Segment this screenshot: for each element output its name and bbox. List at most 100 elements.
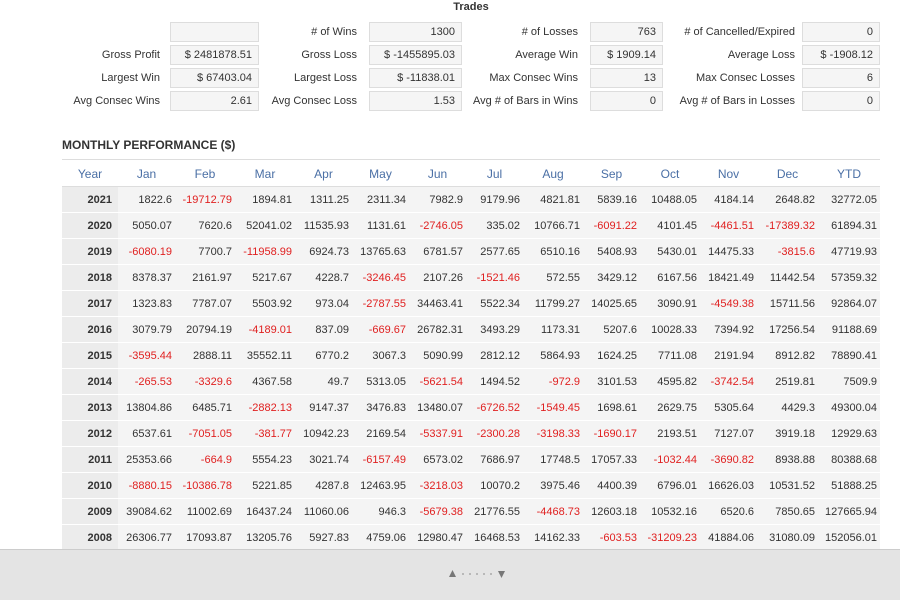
- value-cell: 152056.01: [818, 525, 880, 551]
- value-cell: 2629.75: [640, 395, 700, 421]
- column-header: Year: [62, 161, 118, 187]
- value-cell: 52041.02: [235, 213, 295, 239]
- value-cell: 34463.41: [409, 291, 466, 317]
- value-cell: 1131.61: [352, 213, 409, 239]
- value-cell: 17748.5: [523, 447, 583, 473]
- value-cell: 7711.08: [640, 343, 700, 369]
- stat-label: Max Consec Losses: [695, 72, 795, 84]
- value-cell: -1690.17: [583, 421, 640, 447]
- value-cell: 13205.76: [235, 525, 295, 551]
- value-cell: 10488.05: [640, 187, 700, 213]
- value-cell: 26306.77: [118, 525, 175, 551]
- trades-title: Trades: [453, 1, 489, 13]
- value-cell: 80388.68: [818, 447, 880, 473]
- table-row: 2013 13804.86 6485.71 -2882.13 9147.37 3476.8…: [62, 395, 880, 421]
- value-cell: 7700.7: [175, 239, 235, 265]
- value-cell: 2311.34: [352, 187, 409, 213]
- value-cell: 49.7: [295, 369, 352, 395]
- value-cell: -3198.33: [523, 421, 583, 447]
- header-row: Year Jan Feb Mar Apr May Jun Jul Aug Sep Oct Nov Dec…: [62, 161, 880, 187]
- value-cell: 2888.11: [175, 343, 235, 369]
- value-cell: 10532.16: [640, 499, 700, 525]
- section-title: MONTHLY PERFORMANCE ($): [62, 138, 236, 152]
- value-cell: 10766.71: [523, 213, 583, 239]
- stat-label: # of Cancelled/Expired: [684, 26, 795, 38]
- value-cell: 47719.93: [818, 239, 880, 265]
- year-cell: 2021: [62, 187, 118, 213]
- value-cell: 17093.87: [175, 525, 235, 551]
- column-header: Dec: [757, 161, 818, 187]
- value-cell: 41884.06: [700, 525, 757, 551]
- table-row: 2014 -265.53 -3329.6 4367.58 49.7 5313.05 -562…: [62, 369, 880, 395]
- value-cell: 5839.16: [583, 187, 640, 213]
- column-header: May: [352, 161, 409, 187]
- value-cell: 13804.86: [118, 395, 175, 421]
- value-cell: 2812.12: [466, 343, 523, 369]
- value-cell: 5430.01: [640, 239, 700, 265]
- value-cell: 6520.6: [700, 499, 757, 525]
- splitter-handle[interactable]: [0, 550, 900, 600]
- value-cell: 4101.45: [640, 213, 700, 239]
- value-cell: 35552.11: [235, 343, 295, 369]
- value-cell: -3742.54: [700, 369, 757, 395]
- stat-value: 0: [802, 91, 880, 111]
- table-row: 2012 6537.61 -7051.05 -381.77 10942.23 2169.5…: [62, 421, 880, 447]
- stat-label: Avg Consec Loss: [271, 95, 357, 107]
- value-cell: 1698.61: [583, 395, 640, 421]
- column-header: Oct: [640, 161, 700, 187]
- value-cell: -1521.46: [466, 265, 523, 291]
- column-header: Aug: [523, 161, 583, 187]
- value-cell: 6781.57: [409, 239, 466, 265]
- value-cell: 5090.99: [409, 343, 466, 369]
- year-cell: 2014: [62, 369, 118, 395]
- value-cell: 4228.7: [295, 265, 352, 291]
- year-cell: 2009: [62, 499, 118, 525]
- value-cell: 16626.03: [700, 473, 757, 499]
- value-cell: 837.09: [295, 317, 352, 343]
- year-cell: 2017: [62, 291, 118, 317]
- value-cell: 11060.06: [295, 499, 352, 525]
- value-cell: 2161.97: [175, 265, 235, 291]
- value-cell: 946.3: [352, 499, 409, 525]
- value-cell: 4400.39: [583, 473, 640, 499]
- column-header: Jul: [466, 161, 523, 187]
- value-cell: 92864.07: [818, 291, 880, 317]
- value-cell: 6167.56: [640, 265, 700, 291]
- column-header: Feb: [175, 161, 235, 187]
- value-cell: 6573.02: [409, 447, 466, 473]
- value-cell: 3067.3: [352, 343, 409, 369]
- value-cell: 16437.24: [235, 499, 295, 525]
- stat-value: $ 67403.04: [170, 68, 259, 88]
- stat-label: # of Wins: [311, 26, 357, 38]
- value-cell: 5554.23: [235, 447, 295, 473]
- year-cell: 2011: [62, 447, 118, 473]
- year-cell: 2008: [62, 525, 118, 551]
- column-header: YTD: [818, 161, 880, 187]
- value-cell: 6510.16: [523, 239, 583, 265]
- value-cell: 17057.33: [583, 447, 640, 473]
- stat-label: Average Win: [515, 49, 578, 61]
- value-cell: 32772.05: [818, 187, 880, 213]
- value-cell: 3476.83: [352, 395, 409, 421]
- value-cell: 4595.82: [640, 369, 700, 395]
- table-row: 2021 1822.6 -19712.79 1894.81 1311.25 2311.34…: [62, 187, 880, 213]
- value-cell: 4367.58: [235, 369, 295, 395]
- value-cell: 2519.81: [757, 369, 818, 395]
- stat-value: 0: [802, 22, 880, 42]
- stat-label: Gross Loss: [301, 49, 357, 61]
- value-cell: 4759.06: [352, 525, 409, 551]
- value-cell: 2577.65: [466, 239, 523, 265]
- table-row: 2011 25353.66 -664.9 5554.23 3021.74 -6157.49…: [62, 447, 880, 473]
- value-cell: 10531.52: [757, 473, 818, 499]
- value-cell: 14475.33: [700, 239, 757, 265]
- value-cell: -5679.38: [409, 499, 466, 525]
- value-cell: 4429.3: [757, 395, 818, 421]
- value-cell: 21776.55: [466, 499, 523, 525]
- column-header: Jun: [409, 161, 466, 187]
- value-cell: -6157.49: [352, 447, 409, 473]
- value-cell: 12929.63: [818, 421, 880, 447]
- value-cell: -669.67: [352, 317, 409, 343]
- value-cell: 4287.8: [295, 473, 352, 499]
- stat-label: Average Loss: [727, 49, 795, 61]
